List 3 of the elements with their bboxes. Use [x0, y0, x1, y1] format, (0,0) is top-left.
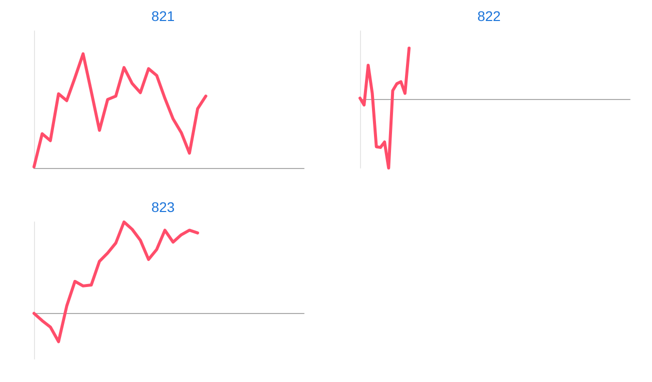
chart-title: 822: [477, 8, 501, 24]
chart-title: 823: [151, 199, 175, 215]
chart-title: 821: [151, 8, 175, 24]
